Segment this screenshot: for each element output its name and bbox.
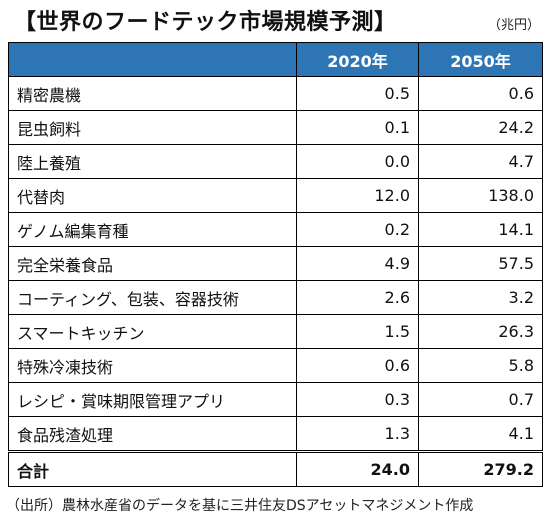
row-name: ゲノム編集育種 <box>8 212 297 247</box>
row-value-2050: 3.2 <box>418 280 543 315</box>
row-value-2020: 0.3 <box>296 382 419 417</box>
row-value-2020: 4.9 <box>296 246 419 281</box>
row-value-2020: 1.5 <box>296 314 419 349</box>
row-value-2020: 0.6 <box>296 348 419 383</box>
source-note: （出所）農林水産省のデータを基に三井住友DSアセットマネジメント作成 <box>6 498 474 514</box>
row-name: 代替肉 <box>8 178 297 213</box>
table-row: 特殊冷凍技術 0.6 5.8 <box>8 348 543 383</box>
row-value-2050: 57.5 <box>418 246 543 281</box>
row-value-2020: 0.0 <box>296 144 419 179</box>
row-value-2050: 26.3 <box>418 314 543 349</box>
table-row: 食品残渣処理 1.3 4.1 <box>8 416 543 452</box>
table-row: レシピ・賞味期限管理アプリ 0.3 0.7 <box>8 382 543 417</box>
row-name: 食品残渣処理 <box>8 416 297 452</box>
table-row: コーティング、包装、容器技術 2.6 3.2 <box>8 280 543 315</box>
row-value-2050: 0.7 <box>418 382 543 417</box>
row-value-2020: 2.6 <box>296 280 419 315</box>
row-value-2050: 5.8 <box>418 348 543 383</box>
row-name: 完全栄養食品 <box>8 246 297 281</box>
row-name: コーティング、包装、容器技術 <box>8 280 297 315</box>
page-title: 【世界のフードテック市場規模予測】 <box>14 10 397 35</box>
row-name: 特殊冷凍技術 <box>8 348 297 383</box>
row-value-2050: 4.1 <box>418 416 543 452</box>
row-value-2050: 4.7 <box>418 144 543 179</box>
table-row: 完全栄養食品 4.9 57.5 <box>8 246 543 281</box>
row-value-2050: 14.1 <box>418 212 543 247</box>
row-value-2050: 138.0 <box>418 178 543 213</box>
header-2050: 2050年 <box>418 42 543 77</box>
row-name: 陸上養殖 <box>8 144 297 179</box>
table-row: ゲノム編集育種 0.2 14.1 <box>8 212 543 247</box>
row-value-2050: 0.6 <box>418 76 543 111</box>
row-value-2020: 0.2 <box>296 212 419 247</box>
total-value-2050: 279.2 <box>418 450 543 487</box>
total-value-2020: 24.0 <box>296 450 419 487</box>
row-name: 精密農機 <box>8 76 297 111</box>
row-value-2020: 12.0 <box>296 178 419 213</box>
total-row: 合計 24.0 279.2 <box>8 450 543 487</box>
header-2020: 2020年 <box>296 42 419 77</box>
market-size-table: 2020年 2050年 精密農機 0.5 0.6 昆虫飼料 0.1 24.2 陸… <box>8 42 543 487</box>
table-header-row: 2020年 2050年 <box>8 42 543 77</box>
header-blank <box>8 42 297 77</box>
title-row: 【世界のフードテック市場規模予測】 （兆円） <box>0 4 550 38</box>
total-label: 合計 <box>8 450 297 487</box>
row-value-2020: 1.3 <box>296 416 419 452</box>
row-name: 昆虫飼料 <box>8 110 297 145</box>
table-row: 陸上養殖 0.0 4.7 <box>8 144 543 179</box>
row-value-2020: 0.1 <box>296 110 419 145</box>
row-name: レシピ・賞味期限管理アプリ <box>8 382 297 417</box>
table-row: 昆虫飼料 0.1 24.2 <box>8 110 543 145</box>
table-row: 精密農機 0.5 0.6 <box>8 76 543 111</box>
table-row: 代替肉 12.0 138.0 <box>8 178 543 213</box>
row-value-2020: 0.5 <box>296 76 419 111</box>
row-value-2050: 24.2 <box>418 110 543 145</box>
unit-label: （兆円） <box>487 18 540 33</box>
row-name: スマートキッチン <box>8 314 297 349</box>
table-row: スマートキッチン 1.5 26.3 <box>8 314 543 349</box>
